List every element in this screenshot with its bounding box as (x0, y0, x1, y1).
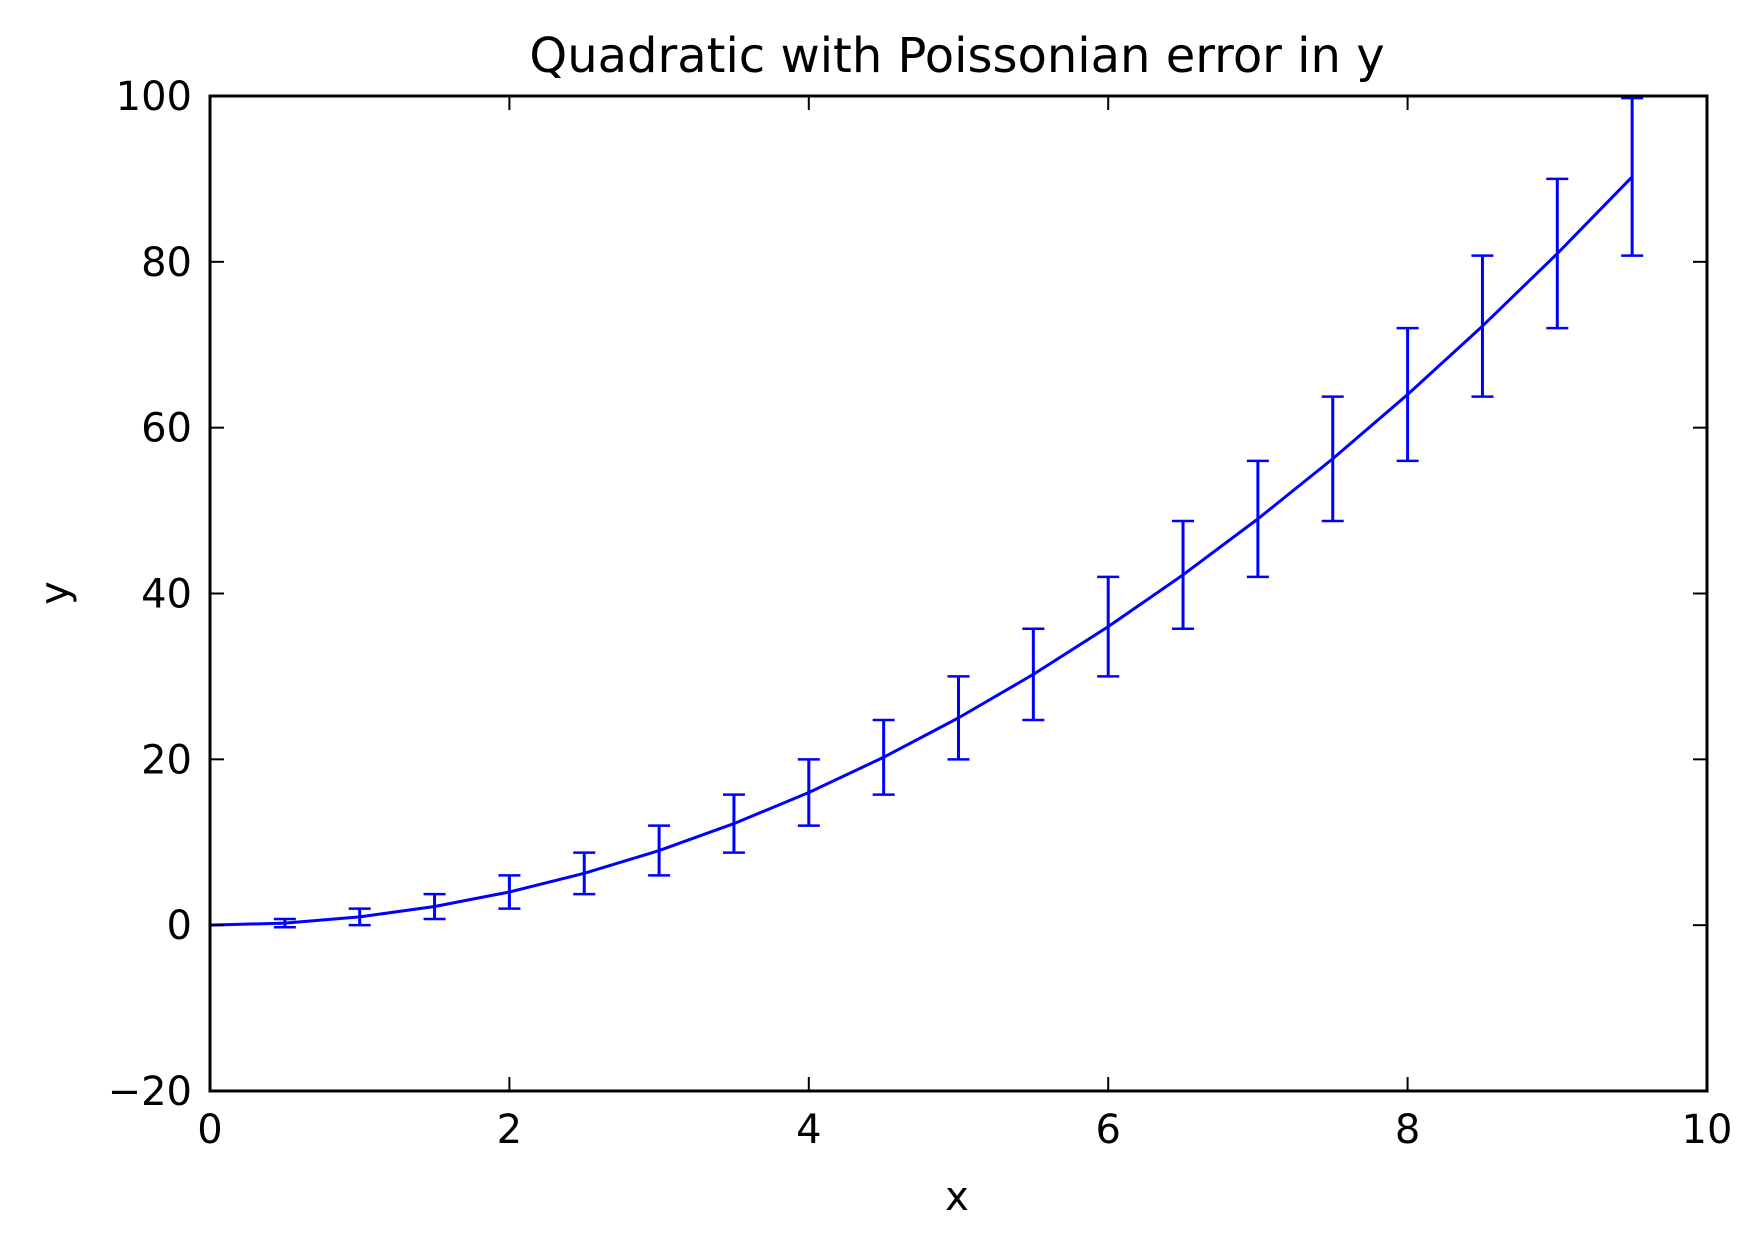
error-bar (648, 824, 671, 877)
error-bar (797, 758, 820, 827)
x-tick-label: 0 (197, 1107, 222, 1153)
y-tick-label: 40 (141, 572, 192, 618)
error-bar (498, 874, 521, 910)
error-bar (423, 892, 446, 921)
x-tick-label: 10 (1682, 1107, 1733, 1153)
x-tick-label: 6 (1095, 1107, 1120, 1153)
y-tick-label: 60 (141, 406, 192, 452)
x-tick-label: 8 (1395, 1107, 1420, 1153)
error-bar (1471, 254, 1494, 398)
error-bar (1321, 395, 1344, 523)
x-tick-label: 4 (796, 1107, 821, 1153)
y-tick-label: 100 (116, 74, 192, 120)
error-bar (1621, 96, 1644, 257)
error-bar (1172, 519, 1195, 630)
x-tick-label: 2 (497, 1107, 522, 1153)
error-bar (273, 917, 296, 929)
error-bar (1396, 326, 1419, 463)
y-tick-label: 0 (167, 903, 192, 949)
error-bar (872, 718, 895, 796)
error-bar (1022, 627, 1045, 722)
y-tick-labels: −20 0 20 40 60 80 100 (108, 74, 192, 1115)
y-tick-label: 80 (141, 240, 192, 286)
error-bar (1546, 177, 1569, 330)
y-axis-label: y (32, 581, 78, 605)
error-bar (947, 675, 970, 761)
x-tick-labels: 0 2 4 6 8 10 (197, 1107, 1732, 1153)
plot-area (209, 96, 1644, 929)
error-bar (722, 793, 745, 854)
error-bar (573, 851, 596, 896)
y-tick-label: −20 (108, 1069, 192, 1115)
axes-frame (208, 94, 1709, 1093)
error-bar (348, 907, 371, 927)
x-axis-label: x (945, 1174, 969, 1220)
y-tick-label: 20 (141, 737, 192, 783)
series-line (209, 175, 1634, 927)
chart-title: Quadratic with Poissonian error in y (529, 28, 1384, 84)
error-bar (1097, 575, 1120, 678)
error-bar (1246, 459, 1269, 579)
